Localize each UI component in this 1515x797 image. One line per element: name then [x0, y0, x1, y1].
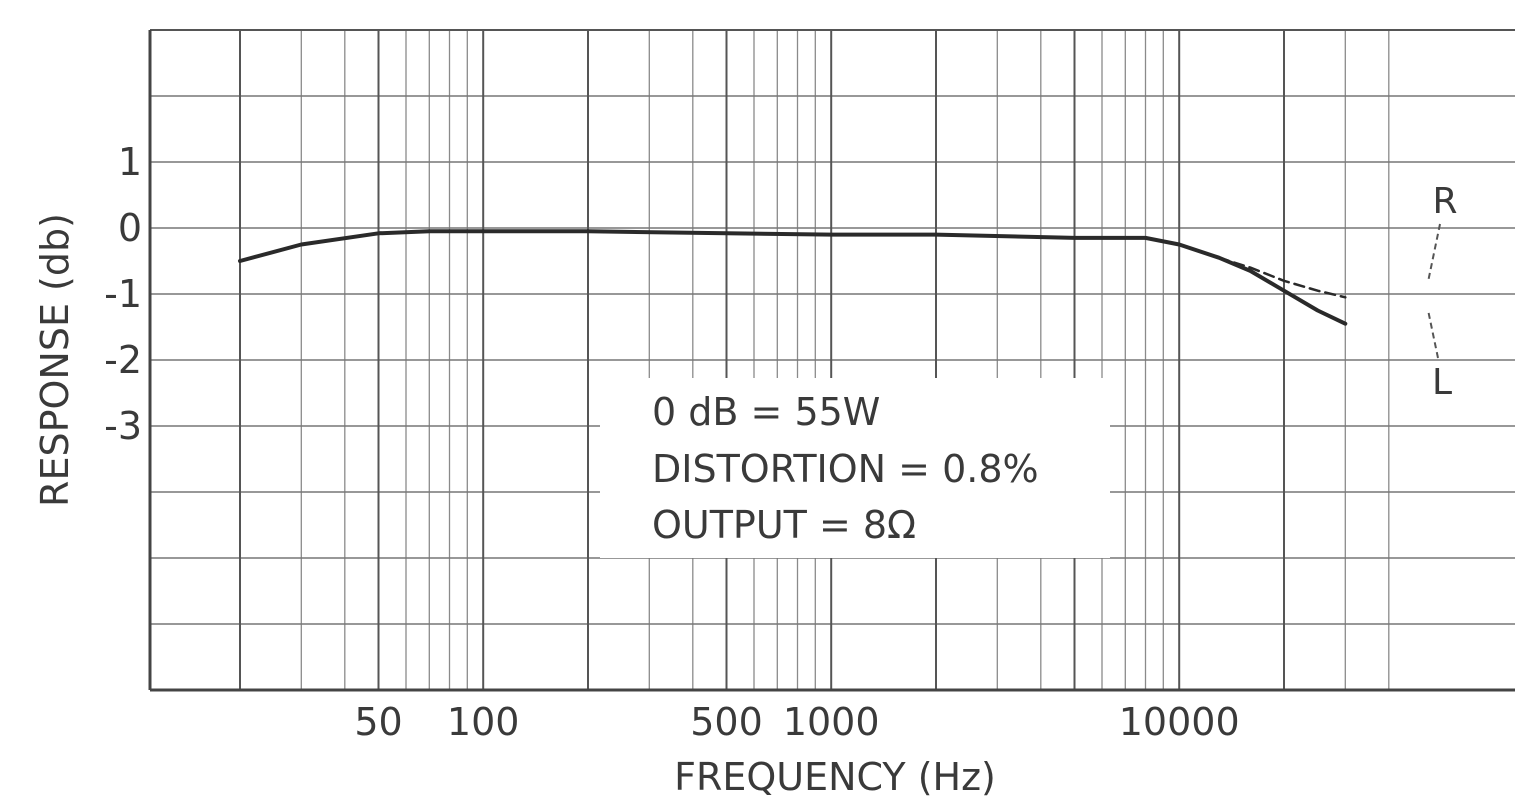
- x-tick-label: 50: [354, 700, 402, 744]
- x-axis-label: FREQUENCY (Hz): [674, 755, 996, 797]
- major-grid: [239, 30, 1285, 690]
- annotation-line-2: DISTORTION = 0.8%: [652, 447, 1039, 491]
- series-label-r: R: [1432, 181, 1457, 222]
- y-axis-label: RESPONSE (db): [33, 213, 77, 507]
- x-tick-label: 10000: [1119, 700, 1240, 744]
- x-tick-labels: 50 100 500 1000 10000: [354, 700, 1239, 744]
- series-line-l: [238, 229, 1348, 326]
- series-layer: [238, 229, 1348, 326]
- series-leader-l: [1427, 309, 1439, 359]
- x-tick-label: 100: [447, 700, 520, 744]
- y-tick-label: -3: [104, 404, 142, 448]
- y-tick-label: 1: [118, 140, 142, 184]
- y-tick-labels: 1 0 -1 -2 -3: [104, 140, 142, 448]
- x-tick-label: 1000: [783, 700, 880, 744]
- series-label-l: L: [1432, 362, 1452, 403]
- series-line-r: [1217, 256, 1347, 299]
- x-tick-label: 500: [690, 700, 763, 744]
- y-tick-label: 0: [118, 206, 142, 250]
- y-tick-label: -2: [104, 338, 142, 382]
- annotation-line-3: OUTPUT = 8Ω: [652, 503, 916, 547]
- annotation-line-1: 0 dB = 55W: [652, 390, 880, 434]
- series-labels: RL: [1427, 181, 1458, 403]
- y-tick-label: -1: [104, 272, 142, 316]
- annotation-box: [600, 378, 1110, 558]
